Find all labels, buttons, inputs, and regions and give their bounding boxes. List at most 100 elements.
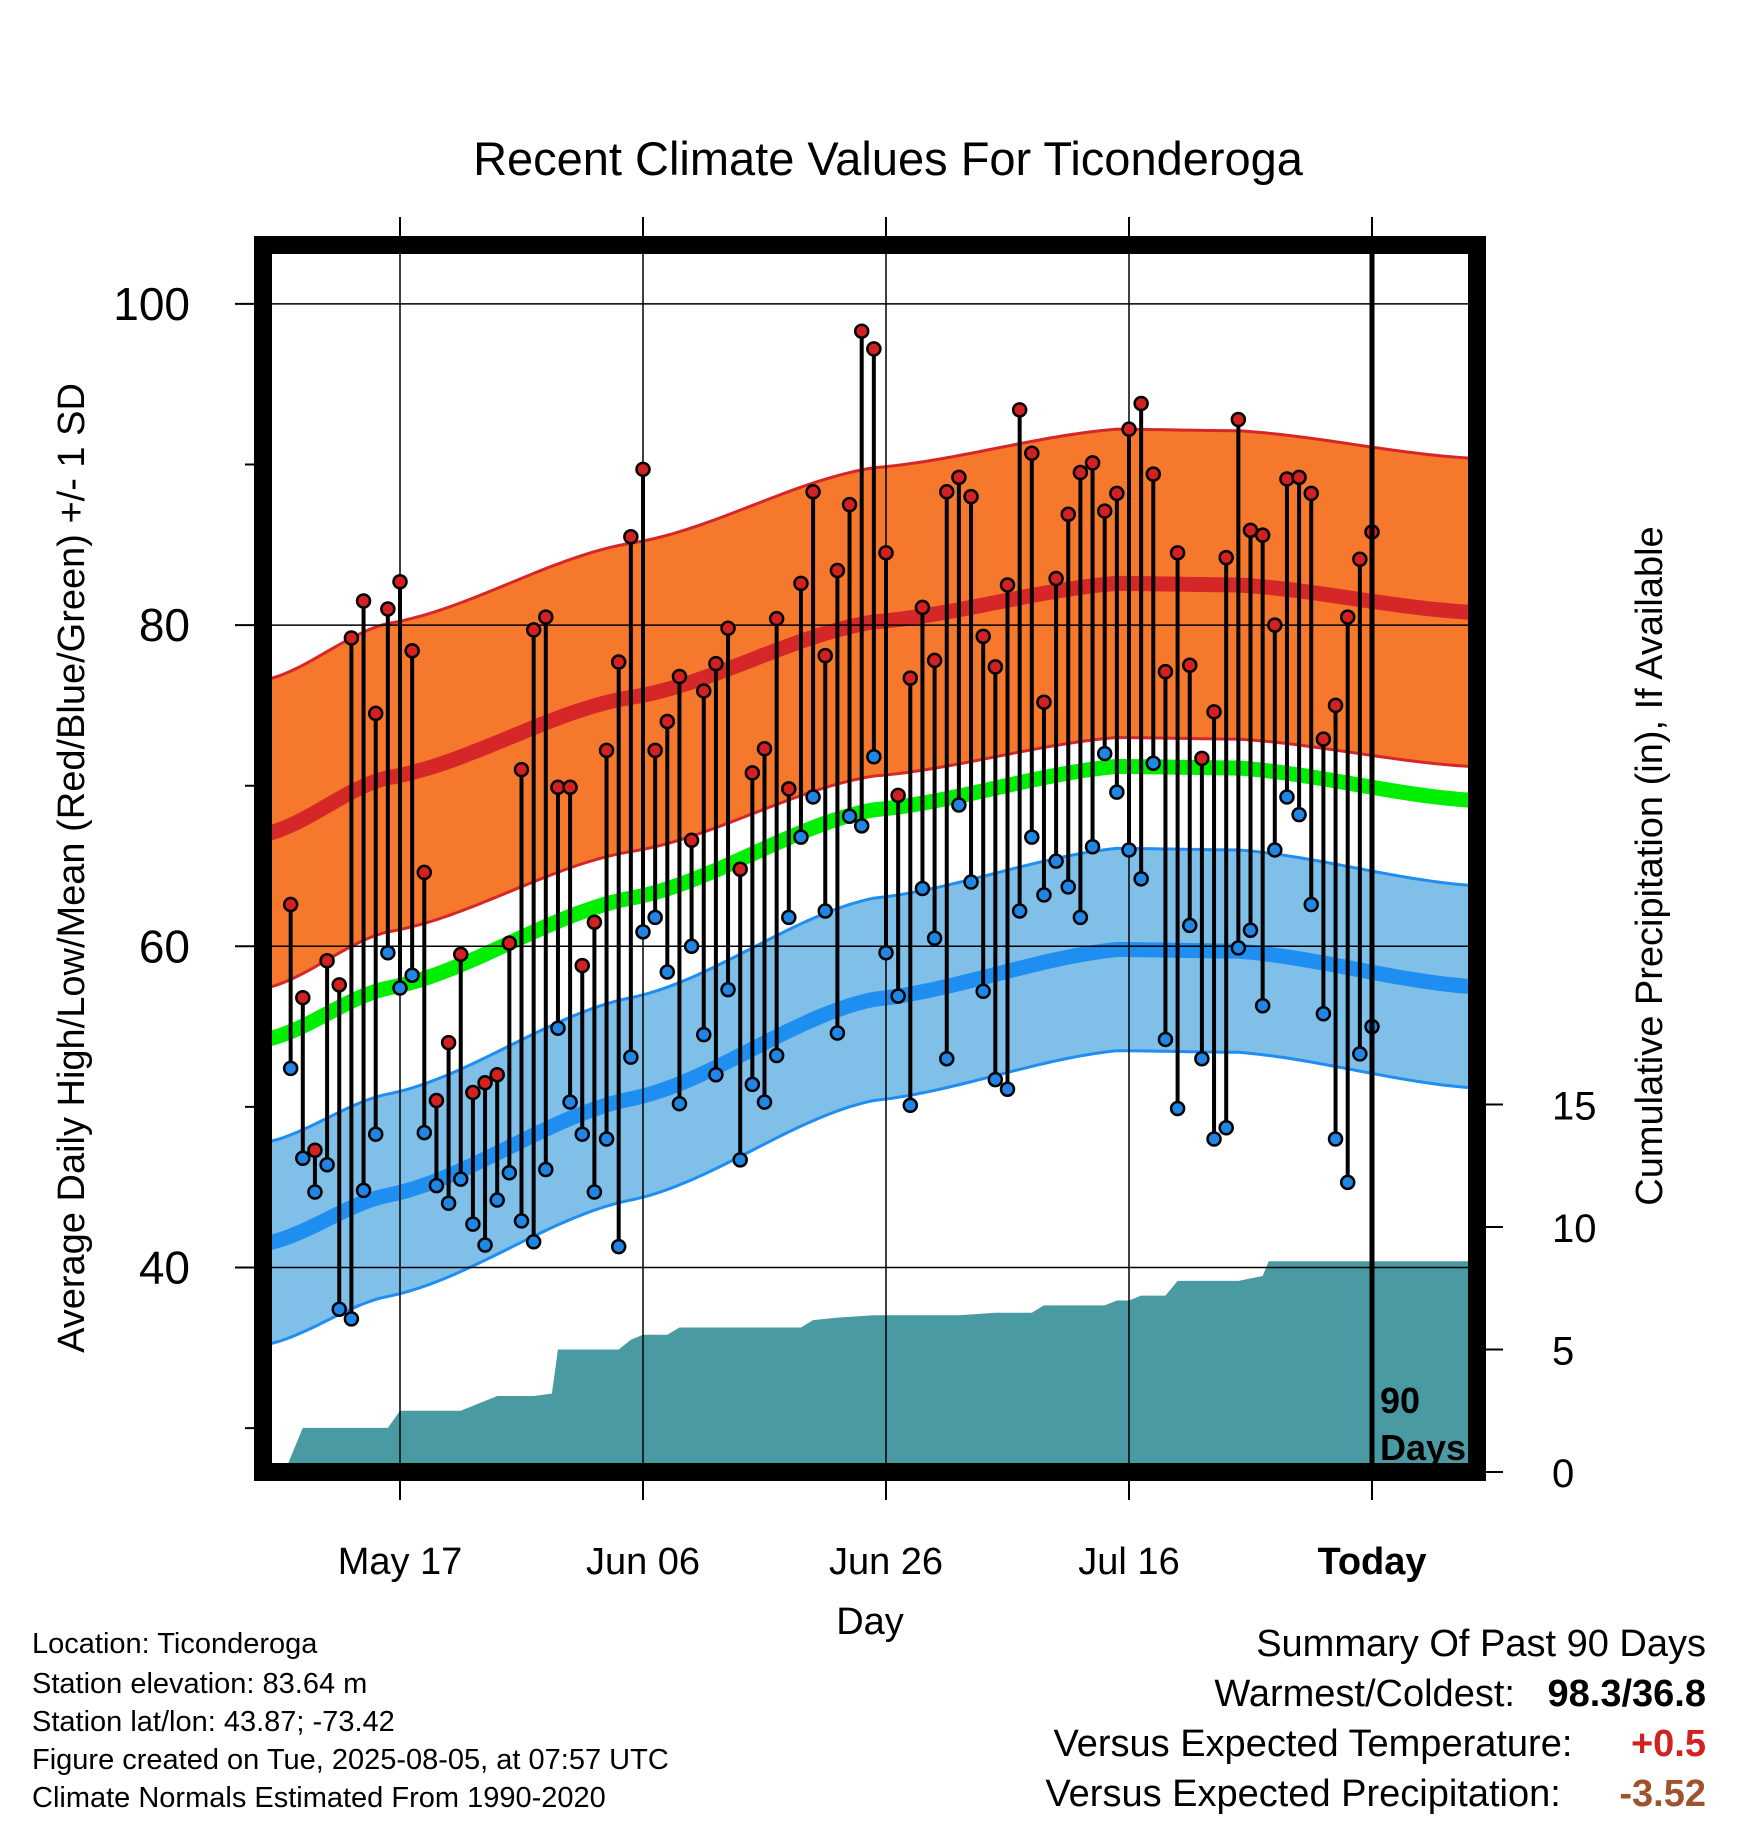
daily-high-point (1096, 503, 1113, 519)
daily-high-point (331, 977, 347, 993)
x-tick-label: Jul 16 (1078, 1541, 1179, 1583)
daily-low-point (683, 938, 700, 955)
daily-low-point (1024, 829, 1040, 845)
daily-low-point (1011, 903, 1028, 919)
daily-high-point (1024, 445, 1040, 462)
daily-low-point (1194, 1050, 1210, 1067)
daily-high-point (1194, 750, 1210, 767)
daily-high-point (878, 545, 894, 561)
daily-low-point (1206, 1131, 1222, 1147)
daily-low-point (878, 944, 894, 961)
daily-low-point (1339, 1174, 1356, 1191)
daily-low-point (1279, 789, 1295, 805)
daily-high-point (659, 713, 676, 730)
daily-high-point (768, 610, 785, 627)
daily-low-point (586, 1184, 603, 1200)
y-tick-label-left: 60 (139, 920, 190, 972)
daily-low-point (477, 1237, 493, 1253)
footer-location: Location: Ticonderoga (32, 1628, 318, 1660)
y-tick-label-right: 0 (1552, 1452, 1574, 1496)
daily-high-point (1169, 545, 1186, 561)
daily-low-point (538, 1161, 554, 1178)
footer-created: Figure created on Tue, 2025-08-05, at 07… (32, 1744, 669, 1776)
daily-high-point (1157, 663, 1174, 680)
daily-high-point (1060, 506, 1076, 523)
plot-inner (263, 245, 1477, 1472)
daily-high-point (890, 787, 906, 804)
y-tick-label-left: 40 (139, 1242, 190, 1294)
daily-high-point (1206, 704, 1222, 720)
x-tick-label: Jun 06 (586, 1541, 700, 1583)
daily-high-point (866, 341, 882, 357)
daily-low-point (1157, 1031, 1174, 1048)
daily-high-point (477, 1075, 493, 1091)
daily-high-point (1048, 570, 1064, 587)
daily-low-point (987, 1071, 1004, 1088)
daily-high-point (586, 914, 603, 930)
daily-high-point (295, 989, 311, 1006)
daily-low-point (525, 1234, 542, 1250)
daily-low-point (1303, 896, 1319, 913)
summary-temp-value: +0.5 (1630, 1723, 1706, 1765)
x-axis-title: Day (836, 1601, 904, 1643)
daily-low-point (489, 1192, 505, 1208)
daily-high-point (453, 946, 469, 963)
daily-high-point (914, 599, 931, 616)
daily-low-point (1169, 1100, 1186, 1117)
normal-low-line (264, 942, 1470, 1251)
daily-high-point (307, 1142, 323, 1159)
summary-title: Summary Of Past 90 Days (1256, 1623, 1706, 1666)
normal-mean-line (264, 758, 1470, 1047)
daily-low-point (696, 1026, 712, 1043)
summary-precip-value: -3.52 (1619, 1773, 1706, 1815)
daily-low-point (1145, 755, 1162, 771)
y-tick-label-left: 100 (113, 278, 190, 330)
x-tick-label: Today (1317, 1541, 1426, 1583)
daily-low-point (793, 829, 809, 845)
daily-high-point (781, 781, 797, 797)
daily-high-point (1072, 464, 1089, 481)
summary-warmest-label: Warmest/Coldest: (1214, 1673, 1515, 1715)
daily-high-point (793, 575, 809, 592)
daily-low-point (926, 930, 943, 947)
daily-high-point (282, 896, 299, 913)
daily-high-point (343, 630, 360, 646)
daily-low-point (975, 983, 991, 1000)
summary-temp-row: Versus Expected Temperature: +0.5 (1053, 1723, 1706, 1766)
high-sd-band (266, 429, 1470, 989)
daily-low-point (428, 1177, 445, 1194)
daily-high-point (732, 861, 748, 877)
footer-normals: Climate Normals Estimated From 1990-2020 (32, 1782, 606, 1814)
daily-high-point (671, 668, 688, 685)
daily-high-point (841, 496, 858, 513)
daily-low-point (768, 1047, 785, 1064)
daily-high-point (999, 577, 1016, 593)
y-tick-label-left: 80 (139, 599, 190, 651)
daily-high-point (1254, 527, 1271, 543)
daily-low-point (1218, 1120, 1234, 1136)
daily-low-point (708, 1067, 724, 1083)
daily-high-point (513, 761, 530, 778)
daily-low-point (939, 1050, 955, 1067)
daily-low-point (1121, 842, 1137, 858)
daily-low-point (295, 1150, 311, 1167)
daily-high-point (1109, 485, 1125, 502)
daily-low-point (817, 903, 833, 919)
daily-low-point (623, 1049, 639, 1065)
daily-low-point (805, 789, 821, 805)
daily-low-point (635, 924, 651, 940)
plot-frame (254, 236, 1486, 1481)
high-band-edge-lower (265, 736, 1470, 990)
daily-low-point (732, 1152, 748, 1168)
daily-low-point (465, 1216, 481, 1232)
daily-low-point (610, 1238, 627, 1255)
daily-low-point (282, 1060, 299, 1077)
daily-low-point (671, 1095, 688, 1112)
daily-low-point (1315, 1006, 1332, 1022)
daily-low-point (781, 909, 797, 926)
daily-high-point (817, 647, 833, 664)
daily-low-point (319, 1156, 335, 1173)
daily-low-point (513, 1213, 530, 1229)
daily-high-point (562, 779, 578, 796)
